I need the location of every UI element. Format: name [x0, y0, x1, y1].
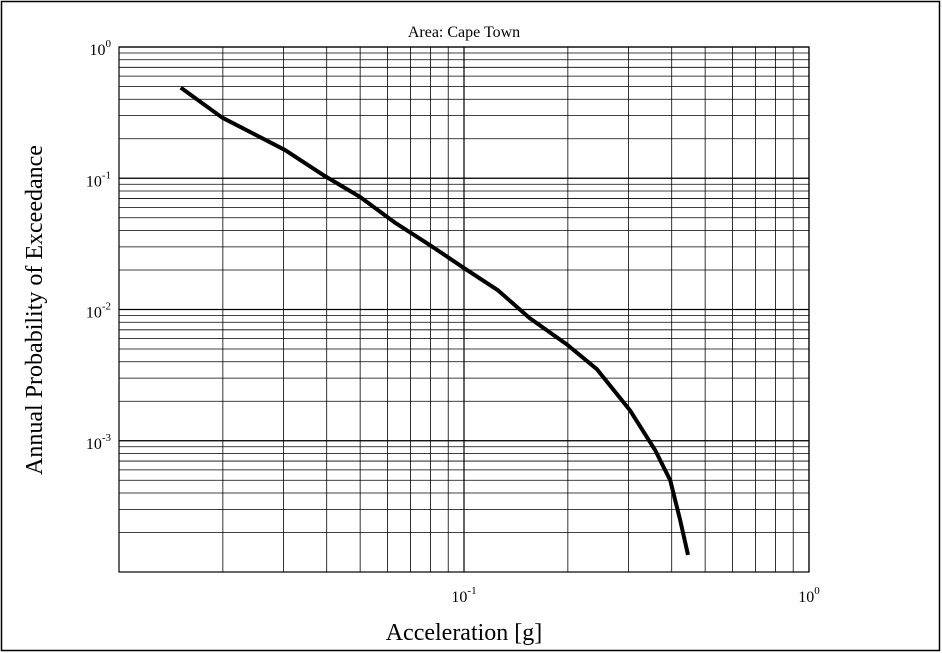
tick-label: 100: [798, 585, 820, 606]
y-axis-label: Annual Probability of Exceedance: [22, 145, 48, 475]
tick-label: 10-3: [86, 432, 112, 453]
tick-label: 10-1: [451, 585, 476, 606]
tick-base: 10: [86, 436, 102, 453]
tick-exponent: -1: [102, 169, 111, 181]
data-line: [179, 86, 690, 556]
tick-exponent: -1: [467, 585, 476, 597]
tick-exponent: 0: [106, 38, 112, 50]
tick-base: 10: [451, 589, 467, 606]
tick-exponent: -3: [102, 432, 112, 444]
tick-exponent: 0: [814, 585, 820, 597]
tick-exponent: -2: [102, 301, 111, 313]
chart-title: Area: Cape Town: [408, 24, 520, 41]
tick-label: 100: [90, 38, 112, 59]
tick-label: 10-2: [86, 301, 111, 322]
x-axis-label: Acceleration [g]: [386, 620, 543, 646]
tick-base: 10: [90, 42, 106, 59]
tick-base: 10: [86, 173, 102, 190]
tick-base: 10: [86, 305, 102, 322]
tick-base: 10: [798, 589, 814, 606]
tick-label: 10-1: [86, 169, 111, 190]
plot-area: [118, 46, 810, 573]
